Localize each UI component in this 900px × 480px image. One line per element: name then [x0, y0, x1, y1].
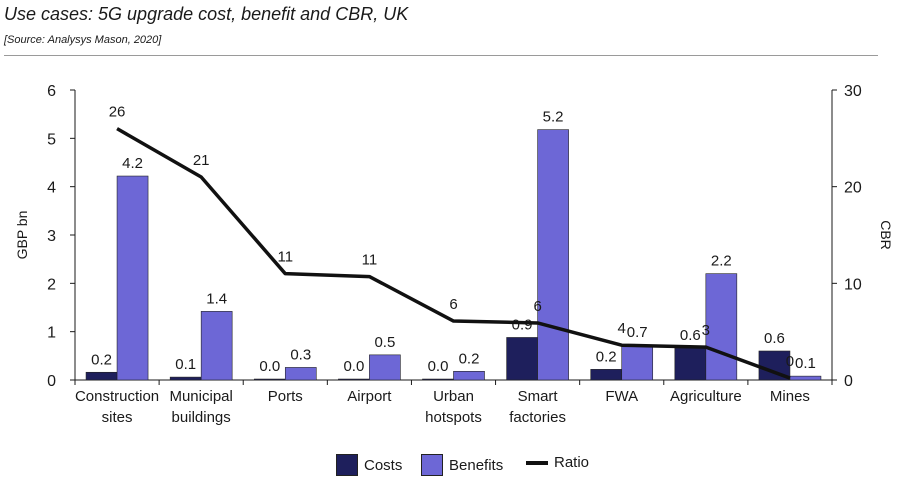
- data-label-ratio: 11: [277, 249, 293, 266]
- data-label-costs: 0.9: [512, 316, 533, 333]
- y-tick-label-left: 6: [47, 83, 56, 100]
- legend-label-costs: Costs: [364, 456, 403, 474]
- x-category-label: Construction: [75, 388, 159, 405]
- x-category-label: hotspots: [425, 409, 482, 426]
- y-axis-title-left: GBP bn: [14, 211, 30, 260]
- legend-label-benefits: Benefits: [449, 456, 504, 474]
- data-label-costs: 0.1: [175, 356, 196, 373]
- legend-item-costs: Costs: [336, 454, 402, 476]
- chart-legend: Costs Benefits Ratio: [0, 454, 900, 478]
- x-category-label: Smart: [518, 388, 559, 405]
- bar-benefits: [621, 344, 654, 381]
- bar-benefits: [789, 375, 822, 381]
- data-label-benefits: 0.2: [459, 350, 480, 367]
- data-label-costs: 0.0: [343, 358, 364, 375]
- y-tick-label-right: 30: [844, 83, 862, 100]
- data-label-ratio: 6: [533, 298, 541, 315]
- x-category-label: Airport: [347, 388, 392, 405]
- data-label-costs: 0.2: [596, 348, 617, 365]
- legend-item-ratio: Ratio: [526, 454, 589, 471]
- data-label-ratio: 3: [702, 322, 710, 339]
- data-label-costs: 0.0: [428, 358, 449, 375]
- data-label-costs: 0.2: [91, 351, 112, 368]
- bar-costs: [506, 337, 538, 381]
- bar-benefits: [116, 175, 149, 381]
- data-label-benefits: 4.2: [122, 155, 143, 172]
- data-label-benefits: 2.2: [711, 253, 732, 270]
- data-label-ratio: 21: [193, 152, 210, 169]
- y-tick-label-left: 0: [47, 373, 56, 390]
- legend-swatch-costs: [336, 454, 358, 476]
- y-tick-label-left: 1: [47, 325, 56, 342]
- bar-costs: [338, 378, 370, 381]
- x-category-label: Mines: [770, 388, 810, 405]
- data-label-benefits: 5.2: [543, 109, 564, 126]
- chart-title: Use cases: 5G upgrade cost, benefit and …: [4, 4, 409, 24]
- bar-benefits: [537, 129, 569, 381]
- bar-benefits: [453, 370, 485, 381]
- x-category-label: FWA: [605, 388, 638, 405]
- data-label-benefits: 0.1: [795, 355, 816, 372]
- bar-costs: [674, 347, 707, 381]
- y-tick-label-left: 4: [47, 180, 56, 197]
- x-category-label: Agriculture: [670, 388, 742, 405]
- data-label-costs: 0.6: [764, 330, 785, 347]
- x-category-label: factories: [509, 409, 566, 426]
- data-label-ratio: 26: [109, 104, 126, 121]
- bar-costs: [422, 378, 454, 381]
- x-category-label: Municipal: [169, 388, 232, 405]
- data-label-benefits: 1.4: [206, 290, 227, 307]
- x-category-label: sites: [102, 409, 133, 426]
- line-ratio: [116, 127, 791, 380]
- bar-costs: [169, 376, 202, 381]
- y-tick-label-right: 10: [844, 276, 862, 293]
- data-label-benefits: 0.7: [627, 324, 648, 341]
- title-divider: [4, 55, 878, 56]
- bar-benefits: [369, 354, 401, 381]
- data-label-benefits: 0.5: [374, 334, 395, 351]
- data-label-benefits: 0.3: [290, 346, 311, 363]
- data-label-costs: 0.6: [680, 327, 701, 344]
- x-category-label: Ports: [268, 388, 303, 405]
- data-label-costs: 0.0: [259, 358, 280, 375]
- chart-source: [Source: Analysys Mason, 2020]: [4, 34, 162, 46]
- bar-costs: [85, 371, 118, 381]
- y-tick-label-right: 0: [844, 373, 853, 390]
- bar-benefits: [705, 273, 738, 381]
- bar-benefits: [284, 367, 317, 381]
- y-tick-label-left: 5: [47, 131, 56, 148]
- data-label-ratio: 11: [362, 252, 378, 269]
- bar-costs: [253, 378, 286, 381]
- legend-item-benefits: Benefits: [421, 454, 503, 476]
- data-label-ratio: 4: [618, 320, 626, 337]
- x-category-label: Urban: [433, 388, 474, 405]
- y-tick-label-right: 20: [844, 180, 862, 197]
- bar-benefits: [200, 311, 233, 381]
- legend-swatch-benefits: [421, 454, 443, 476]
- legend-label-ratio: Ratio: [554, 454, 590, 471]
- legend-line-ratio: [526, 460, 548, 465]
- data-label-ratio: 6: [449, 296, 457, 313]
- y-axis-title-right: CBR: [878, 220, 894, 250]
- x-category-label: buildings: [172, 409, 231, 426]
- bar-costs: [590, 369, 623, 381]
- y-tick-label-left: 3: [47, 228, 56, 245]
- data-label-ratio: 0: [786, 353, 794, 370]
- y-tick-label-left: 2: [47, 276, 56, 293]
